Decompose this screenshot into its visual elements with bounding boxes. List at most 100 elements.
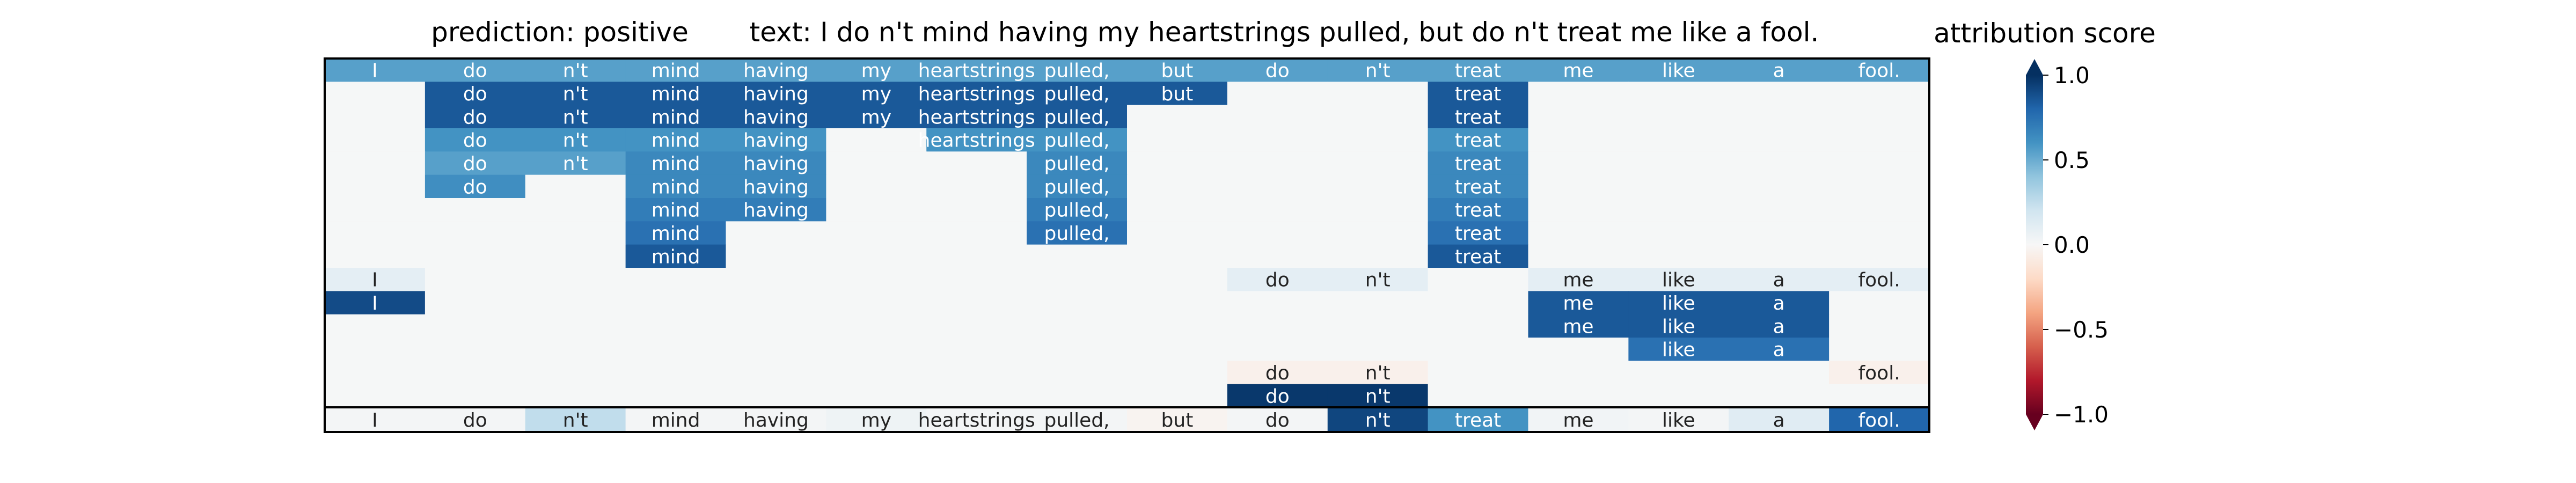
heatmap-cell: [325, 361, 426, 385]
heatmap-cell: [1729, 174, 1829, 199]
heatmap-cell: [525, 105, 626, 129]
heatmap-cell: [1829, 361, 1930, 385]
heatmap-cell: [625, 338, 727, 361]
heatmap-cell: [726, 82, 826, 106]
heatmap-cell: [1628, 314, 1729, 338]
heatmap-cell: [926, 268, 1027, 291]
heatmap-cell-token: like: [1662, 60, 1695, 82]
heatmap-cell: [1729, 314, 1829, 338]
summary-cell: [1327, 407, 1429, 433]
heatmap-cell: [726, 291, 826, 315]
heatmap-cell: [1729, 151, 1829, 175]
heatmap-cell: [1327, 314, 1429, 338]
heatmap-cell: [625, 221, 727, 245]
heatmap-cell-token: treat: [1455, 153, 1501, 175]
heatmap-cell-token: like: [1662, 269, 1695, 291]
heatmap-cell: [1327, 58, 1429, 82]
heatmap-cell-token: like: [1662, 316, 1695, 338]
heatmap-cell: [425, 174, 526, 199]
heatmap-cell: [826, 291, 927, 315]
heatmap-cell: [425, 361, 526, 385]
heatmap-cell: [826, 198, 927, 222]
heatmap-cell: [1327, 244, 1429, 268]
heatmap-cell: [625, 82, 727, 106]
heatmap-cell: [1327, 105, 1429, 129]
heatmap-cell: [1528, 361, 1629, 385]
heatmap-cells: [325, 58, 1930, 433]
heatmap-cell: [826, 82, 927, 106]
heatmap-cell: [1628, 268, 1729, 291]
summary-cell: [325, 407, 426, 433]
heatmap-cell: [1227, 291, 1328, 315]
heatmap-cell-token: heartstrings: [918, 106, 1035, 128]
heatmap-cell-token: n't: [563, 106, 588, 128]
colorbar-tick-label: −1.0: [2054, 401, 2109, 428]
heatmap-cell: [1528, 338, 1629, 361]
heatmap-cell: [1729, 338, 1829, 361]
summary-cell: [926, 407, 1027, 433]
heatmap-cell: [1428, 221, 1529, 245]
heatmap-cell: [325, 58, 426, 82]
colorbar-bottom-extension: [2026, 414, 2043, 430]
summary-cell: [1829, 407, 1930, 433]
heatmap-cell: [525, 58, 626, 82]
heatmap-cell: [1528, 105, 1629, 129]
heatmap-cell: [1829, 174, 1930, 199]
heatmap-cell: [1528, 151, 1629, 175]
heatmap-cell: [325, 221, 426, 245]
heatmap-cell: [1327, 384, 1429, 408]
summary-cell: [826, 407, 927, 433]
heatmap-cell: [726, 128, 826, 152]
heatmap-cell-token: me: [1563, 316, 1593, 338]
heatmap-cell: [1628, 338, 1729, 361]
heatmap-cell: [425, 198, 526, 222]
heatmap-cell: [726, 384, 826, 408]
heatmap-cell: [425, 268, 526, 291]
heatmap-cell: [625, 128, 727, 152]
colorbar-top-extension: [2026, 59, 2043, 75]
heatmap-cell: [325, 314, 426, 338]
heatmap-cell: [1628, 105, 1729, 129]
heatmap-cell-token: treat: [1455, 130, 1501, 152]
heatmap-cell-token: fool.: [1858, 60, 1900, 82]
heatmap-cell: [1227, 361, 1328, 385]
heatmap-cell-token: do: [463, 83, 487, 105]
heatmap-cell: [1227, 384, 1328, 408]
heatmap-cell-token: pulled,: [1044, 60, 1110, 82]
heatmap-cell: [625, 105, 727, 129]
heatmap-cell: [826, 58, 927, 82]
heatmap-cell: [425, 338, 526, 361]
heatmap-cell-token: having: [743, 130, 809, 152]
heatmap-cell: [1428, 198, 1529, 222]
colorbar-ticks: 1.0 0.5 0.0 −0.5 −1.0: [2043, 62, 2109, 428]
heatmap-cell-token: I: [372, 60, 378, 82]
heatmap-cell-token: mind: [652, 83, 700, 105]
heatmap-cell: [425, 82, 526, 106]
heatmap-cell: [1027, 338, 1128, 361]
heatmap-cell: [1428, 58, 1529, 82]
heatmap-cell: [926, 221, 1027, 245]
heatmap-cell: [325, 151, 426, 175]
heatmap-cell: [1829, 151, 1930, 175]
summary-cell-token: mind: [652, 409, 700, 431]
heatmap-cell: [1729, 105, 1829, 129]
heatmap-cell-token: fool.: [1858, 362, 1900, 384]
heatmap-cell: [1227, 105, 1328, 129]
heatmap-cell-token: heartstrings: [918, 130, 1035, 152]
heatmap-cell-token: n't: [563, 130, 588, 152]
summary-cell: [1227, 407, 1328, 433]
heatmap-cell-token: a: [1773, 60, 1785, 82]
heatmap-cell: [1127, 384, 1228, 408]
heatmap-cell: [726, 221, 826, 245]
heatmap-cell-token: I: [372, 269, 378, 291]
summary-cell: [1528, 407, 1629, 433]
heatmap-cell: [926, 361, 1027, 385]
heatmap-cell: [926, 82, 1027, 106]
heatmap-cell-token: n't: [563, 83, 588, 105]
heatmap-cell: [726, 244, 826, 268]
heatmap-cell-token: having: [743, 83, 809, 105]
heatmap-cell: [1127, 198, 1228, 222]
heatmap-cell: [1428, 244, 1529, 268]
heatmap-cell-token: pulled,: [1044, 223, 1110, 245]
heatmap-cell-token: having: [743, 106, 809, 128]
